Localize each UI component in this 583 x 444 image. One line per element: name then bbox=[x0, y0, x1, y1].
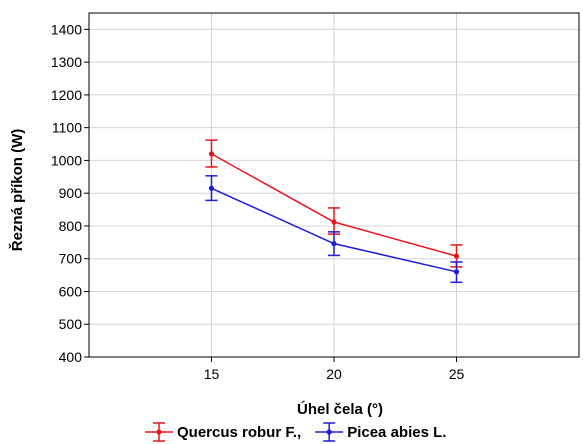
y-tick-label: 1100 bbox=[52, 120, 82, 136]
x-axis-title: Úhel čela (°) bbox=[297, 400, 383, 418]
x-tick-label: 20 bbox=[326, 366, 342, 382]
x-tick-label: 25 bbox=[449, 366, 465, 382]
grid-lines bbox=[89, 13, 579, 358]
series-layer bbox=[205, 139, 463, 284]
y-tick-label: 900 bbox=[59, 185, 83, 201]
legend-label: Picea abies L. bbox=[347, 424, 446, 441]
data-point bbox=[453, 269, 460, 275]
legend-item-2: Picea abies L. bbox=[315, 422, 446, 442]
data-point bbox=[208, 185, 215, 191]
legend-label: Quercus robur F., bbox=[177, 424, 301, 441]
legend-item-1: Quercus robur F., bbox=[145, 422, 301, 442]
y-axis-title: Řezná příkon (W) bbox=[8, 129, 26, 252]
y-tick-label: 400 bbox=[59, 349, 83, 365]
data-point bbox=[331, 241, 337, 247]
x-axis-ticks: 15 20 25 bbox=[204, 357, 465, 382]
legend: Quercus robur F., Picea abies L. bbox=[145, 422, 446, 442]
data-point bbox=[331, 219, 337, 225]
data-point bbox=[453, 253, 460, 259]
legend-marker bbox=[326, 429, 332, 435]
y-tick-label: 1200 bbox=[51, 87, 82, 103]
y-axis-ticks: 400 500 600 700 800 900 1000 1100 1200 1300 1400 bbox=[51, 21, 89, 365]
y-tick-label: 1400 bbox=[51, 21, 82, 37]
data-point bbox=[208, 151, 215, 157]
y-tick-label: 1000 bbox=[51, 152, 82, 168]
y-tick-label: 500 bbox=[59, 316, 83, 332]
legend-marker bbox=[156, 429, 162, 435]
y-tick-label: 800 bbox=[59, 218, 83, 234]
y-tick-label: 700 bbox=[59, 251, 83, 267]
y-tick-label: 1300 bbox=[51, 54, 82, 70]
y-tick-label: 600 bbox=[59, 283, 83, 299]
x-tick-label: 15 bbox=[204, 366, 220, 382]
series-2 bbox=[205, 175, 463, 284]
